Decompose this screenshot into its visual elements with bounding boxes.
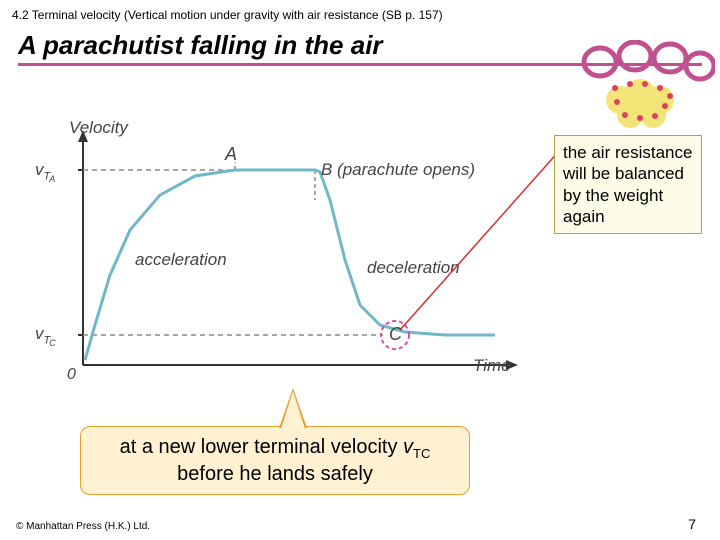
point-b-label: B (parachute opens) [321,160,475,180]
callout-bottom-text-before: at a new lower terminal velocity [120,436,403,458]
acceleration-label: acceleration [135,250,227,270]
callout-terminal-velocity: at a new lower terminal velocity vTC bef… [80,426,470,495]
point-c-label: C [389,324,402,345]
point-a-label: A [225,144,237,165]
y-axis-label: Velocity [69,118,128,138]
callout-pointer [281,391,305,429]
callout-air-resistance: the air resistance will be balanced by t… [554,135,702,234]
callout-bottom-text-after: before he lands safely [177,463,373,485]
vtc-label: vTC [35,324,57,346]
velocity-time-chart: Velocity Time 0 vTA vTC A B (parachute o… [25,120,525,400]
vta-label: vTA [35,160,56,182]
copyright: © Manhattan Press (H.K.) Ltd. [16,521,150,532]
deceleration-label: deceleration [367,258,460,278]
origin-label: 0 [67,366,76,384]
page-number: 7 [688,516,696,532]
corner-decoration [575,40,715,130]
breadcrumb: 4.2 Terminal velocity (Vertical motion u… [0,0,720,26]
callout-connector-line [390,280,570,282]
x-axis-label: Time [473,356,511,376]
